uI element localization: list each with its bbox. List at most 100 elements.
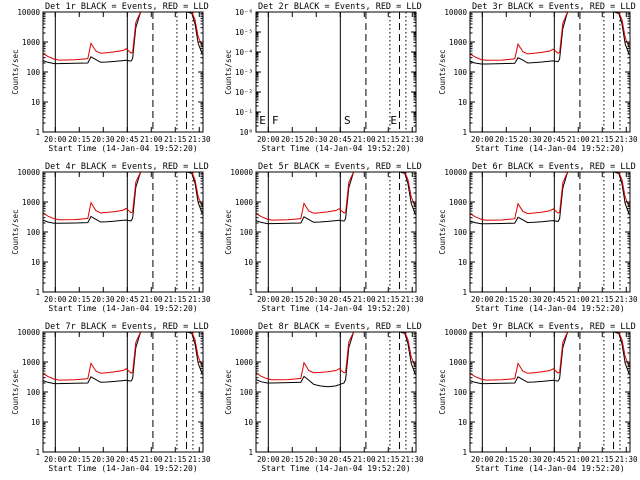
- plot-frame: [42, 171, 204, 293]
- x-axis-label: Start Time (14-Jan-04 19:52:20): [48, 144, 197, 153]
- y-tick-label: 10000: [17, 8, 40, 17]
- panel-title: Det 3r BLACK = Events, RED = LLD: [472, 2, 636, 12]
- y-tick-label: 10000: [444, 328, 467, 337]
- x-tick-label: 20:00: [257, 135, 280, 144]
- y-axis-label: Counts/sec: [438, 369, 447, 414]
- x-tick-label: 21:15: [164, 135, 187, 144]
- series-line-events: [42, 331, 203, 385]
- segment-label: E: [259, 114, 266, 127]
- x-tick-label: 20:00: [471, 295, 494, 304]
- x-tick-label: 20:30: [305, 455, 328, 464]
- series-line-events: [469, 331, 630, 385]
- y-tick-label: 10⁻¹: [235, 108, 253, 117]
- series-line-events: [42, 11, 203, 65]
- x-tick-label: 20:45: [116, 295, 139, 304]
- x-tick-label: 21:30: [188, 295, 211, 304]
- panel-title: Det 4r BLACK = Events, RED = LLD: [45, 162, 209, 172]
- series-line-events: [469, 11, 630, 65]
- x-axis-label: Start Time (14-Jan-04 19:52:20): [261, 304, 410, 313]
- x-tick-label: 20:30: [92, 455, 115, 464]
- y-tick-label: 100: [453, 228, 467, 237]
- plot-frame: [469, 331, 631, 453]
- x-tick-label: 21:15: [591, 455, 614, 464]
- x-tick-label: 21:15: [164, 295, 187, 304]
- x-tick-label: 20:30: [519, 455, 542, 464]
- panel-title: Det 5r BLACK = Events, RED = LLD: [258, 162, 422, 172]
- series-line-lld: [469, 11, 630, 61]
- x-tick-label: 20:00: [44, 295, 67, 304]
- x-tick-label: 20:15: [495, 135, 518, 144]
- panel-7: Det 7r BLACK = Events, RED = LLD 1 10 100 10…: [11, 322, 211, 473]
- y-tick-label: 10000: [444, 168, 467, 177]
- x-tick-label: 21:00: [353, 295, 376, 304]
- x-tick-label: 21:15: [377, 135, 400, 144]
- x-tick-label: 20:15: [68, 295, 91, 304]
- series-line-lld: [42, 171, 203, 221]
- y-axis-label: Counts/sec: [224, 49, 233, 94]
- panel-1: Det 1r BLACK = Events, RED = LLD 1 10 100 10…: [11, 2, 211, 153]
- panel-title: Det 1r BLACK = Events, RED = LLD: [45, 2, 209, 12]
- series-line-events: [255, 171, 416, 225]
- y-tick-label: 100: [26, 228, 40, 237]
- panel-8: Det 8r BLACK = Events, RED = LLD 1 10 100 10…: [224, 322, 424, 473]
- y-tick-label: 1000: [235, 358, 254, 367]
- x-tick-label: 21:30: [615, 455, 638, 464]
- y-tick-label: 10000: [17, 328, 40, 337]
- y-tick-label: 10: [244, 258, 254, 267]
- y-tick-label: 1000: [22, 38, 41, 47]
- y-tick-label: 1000: [449, 358, 468, 367]
- x-tick-label: 20:30: [305, 295, 328, 304]
- x-tick-label: 21:00: [140, 135, 163, 144]
- x-axis-label: Start Time (14-Jan-04 19:52:20): [475, 304, 624, 313]
- x-tick-label: 21:15: [377, 295, 400, 304]
- y-tick-label: 1: [248, 288, 253, 297]
- x-tick-label: 20:45: [543, 295, 566, 304]
- panel-5: Det 5r BLACK = Events, RED = LLD 1 10 100 10…: [224, 162, 424, 313]
- x-tick-label: 21:30: [188, 455, 211, 464]
- x-tick-label: 21:30: [188, 135, 211, 144]
- y-tick-label: 100: [239, 388, 253, 397]
- y-axis-label: Counts/sec: [438, 49, 447, 94]
- panel-title: Det 8r BLACK = Events, RED = LLD: [258, 322, 422, 332]
- x-axis-label: Start Time (14-Jan-04 19:52:20): [475, 464, 624, 473]
- y-tick-label: 100: [453, 388, 467, 397]
- y-tick-label: 1000: [235, 198, 254, 207]
- x-tick-label: 20:45: [329, 455, 352, 464]
- series-line-lld: [42, 331, 203, 381]
- y-tick-label: 100: [239, 228, 253, 237]
- y-tick-label: 10: [244, 418, 254, 427]
- x-tick-label: 20:45: [543, 455, 566, 464]
- x-tick-label: 20:15: [281, 295, 304, 304]
- panel-2: Det 2r BLACK = Events, RED = LLD 10⁰ 10⁻¹ 1…: [224, 2, 424, 153]
- x-tick-label: 20:45: [116, 135, 139, 144]
- x-axis-label: Start Time (14-Jan-04 19:52:20): [48, 464, 197, 473]
- y-axis-label: Counts/sec: [11, 369, 20, 414]
- y-axis-label: Counts/sec: [11, 49, 20, 94]
- x-tick-label: 20:00: [44, 455, 67, 464]
- y-tick-label: 1000: [449, 198, 468, 207]
- x-tick-label: 20:15: [495, 295, 518, 304]
- x-tick-label: 21:00: [353, 455, 376, 464]
- x-axis-label: Start Time (14-Jan-04 19:52:20): [261, 464, 410, 473]
- x-tick-label: 21:15: [164, 455, 187, 464]
- y-tick-label: 10: [31, 98, 41, 107]
- series-line-events: [42, 171, 203, 224]
- panel-title: Det 7r BLACK = Events, RED = LLD: [45, 322, 209, 332]
- x-tick-label: 20:30: [305, 135, 328, 144]
- x-tick-label: 20:15: [281, 135, 304, 144]
- x-tick-label: 21:30: [615, 135, 638, 144]
- panel-6: Det 6r BLACK = Events, RED = LLD 1 10 100 10…: [438, 162, 638, 313]
- x-tick-label: 20:00: [471, 455, 494, 464]
- y-axis-label: Counts/sec: [438, 209, 447, 254]
- x-tick-label: 20:30: [92, 135, 115, 144]
- x-tick-label: 21:30: [615, 295, 638, 304]
- x-tick-label: 20:00: [44, 135, 67, 144]
- x-tick-label: 20:45: [329, 135, 352, 144]
- x-tick-label: 21:00: [140, 295, 163, 304]
- y-tick-label: 1000: [22, 198, 41, 207]
- y-tick-label: 100: [453, 68, 467, 77]
- y-tick-label: 100: [26, 68, 40, 77]
- y-tick-label: 10⁻⁵: [235, 28, 253, 37]
- x-tick-label: 21:15: [591, 135, 614, 144]
